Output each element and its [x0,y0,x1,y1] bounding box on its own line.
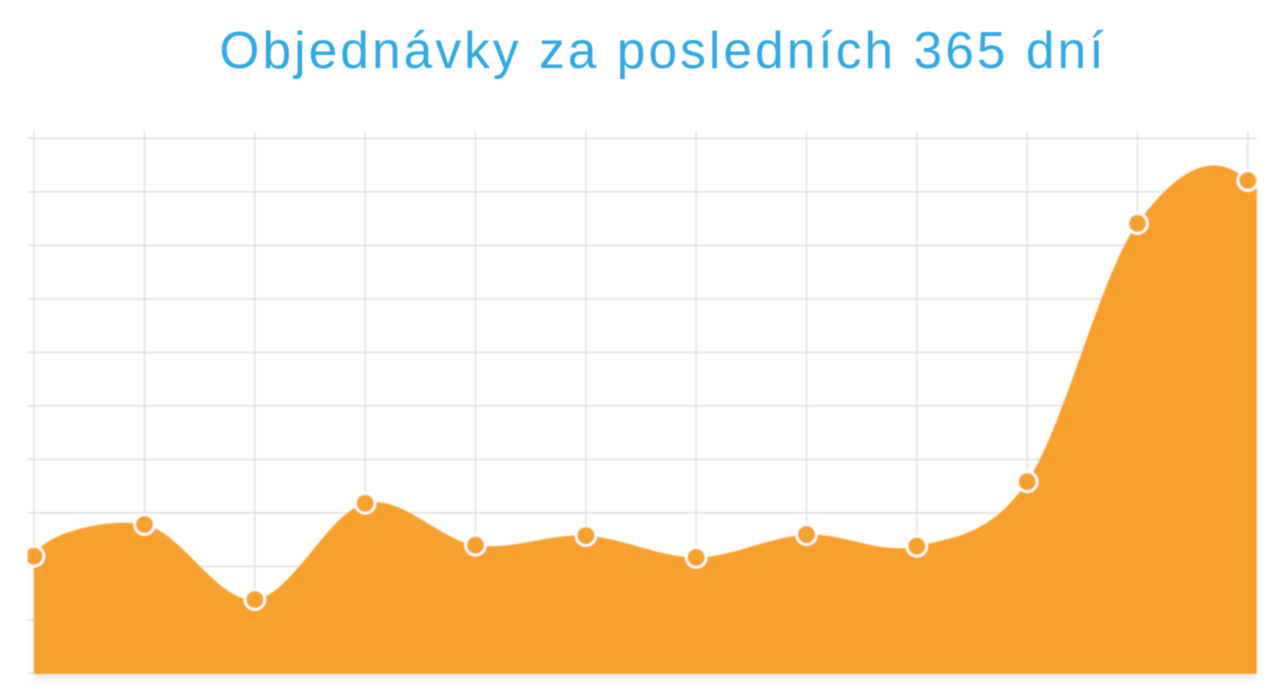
svg-text:Objednávky za posledních 365 d: Objednávky za posledních 365 dní [219,21,1106,79]
